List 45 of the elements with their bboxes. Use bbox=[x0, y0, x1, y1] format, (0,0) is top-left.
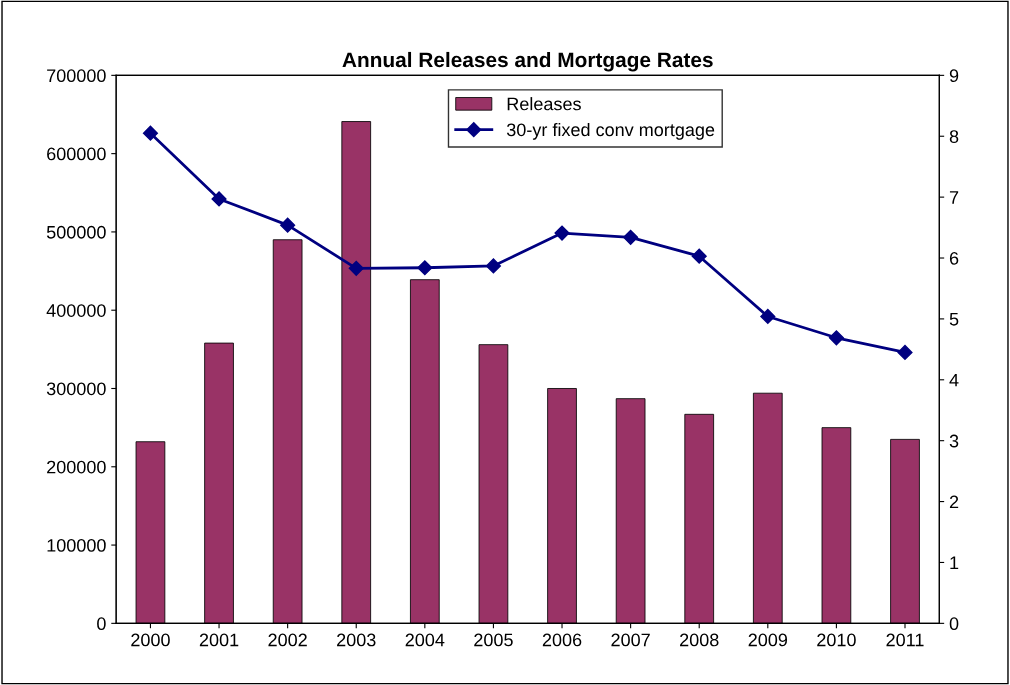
point bbox=[623, 229, 639, 245]
y-tick-label: 200000 bbox=[47, 460, 106, 474]
point bbox=[348, 260, 364, 276]
y2-tick-label: 6 bbox=[949, 251, 959, 265]
point bbox=[897, 344, 913, 360]
x-tick-label: 2000 bbox=[131, 633, 170, 647]
y-tick-label: 0 bbox=[97, 617, 106, 631]
y2-tick-label: 2 bbox=[949, 495, 959, 509]
point bbox=[142, 125, 159, 141]
point bbox=[485, 258, 501, 274]
y2-tick-label: 9 bbox=[949, 69, 959, 83]
chart-title: Annual Releases and Mortgage Rates bbox=[342, 51, 713, 72]
point bbox=[417, 260, 433, 276]
y2-tick-label: 7 bbox=[949, 191, 959, 204]
y-tick-label: 400000 bbox=[46, 304, 106, 317]
x-tick-label: 2002 bbox=[268, 633, 307, 647]
y-tick-label: 600000 bbox=[47, 147, 106, 161]
x-tick-label: 2007 bbox=[611, 633, 650, 647]
x-tick-label: 2011 bbox=[886, 633, 924, 647]
legend-label: 30-yr fixed conv mortgage bbox=[506, 122, 715, 140]
x-tick-label: 2004 bbox=[405, 633, 445, 647]
point bbox=[691, 248, 707, 264]
x-tick-label: 2003 bbox=[337, 633, 376, 647]
point bbox=[211, 191, 227, 207]
y-tick-label: 700000 bbox=[47, 69, 106, 83]
y-tick-label: 500000 bbox=[46, 225, 106, 239]
y2-tick-label: 3 bbox=[949, 434, 959, 448]
x-tick-label: 2010 bbox=[817, 633, 856, 647]
x-tick-label: 2005 bbox=[474, 633, 513, 647]
y2-tick-label: 5 bbox=[949, 313, 959, 326]
point bbox=[280, 217, 296, 233]
x-tick-label: 2006 bbox=[542, 633, 582, 647]
x-tick-label: 2001 bbox=[199, 633, 239, 647]
y-tick-label: 100000 bbox=[47, 539, 106, 552]
y2-tick-label: 0 bbox=[949, 617, 959, 631]
y2-tick-label: 4 bbox=[949, 373, 959, 387]
point bbox=[760, 308, 776, 325]
point bbox=[554, 225, 570, 241]
legend-label: Releases bbox=[507, 97, 581, 111]
y2-tick-label: 8 bbox=[949, 130, 959, 143]
y2-tick-label: 1 bbox=[950, 556, 959, 569]
x-tick-label: 2009 bbox=[748, 633, 788, 647]
y-tick-label: 300000 bbox=[46, 382, 106, 396]
x-tick-label: 2008 bbox=[680, 633, 719, 647]
point bbox=[828, 330, 844, 346]
